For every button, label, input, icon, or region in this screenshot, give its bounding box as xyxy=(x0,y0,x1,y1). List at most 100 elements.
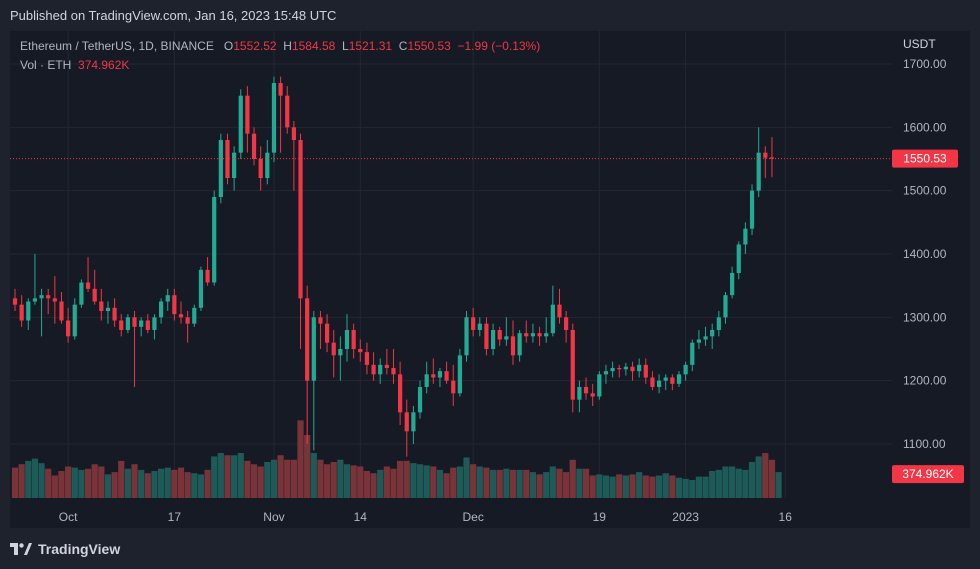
candle-body xyxy=(85,282,91,289)
chart-pane[interactable] xyxy=(10,31,970,528)
volume-bar xyxy=(735,468,742,498)
candle-body xyxy=(152,317,157,330)
candle-body xyxy=(198,269,204,308)
candle-body xyxy=(583,387,589,394)
volume-bar xyxy=(450,467,457,498)
candle-body xyxy=(497,330,502,340)
volume-bar xyxy=(456,466,463,498)
volume-bar xyxy=(470,464,477,498)
candle-body xyxy=(371,364,376,375)
volume-badge-label: 374.962K xyxy=(902,467,953,481)
volume-bar xyxy=(357,466,364,498)
volume-legend: Vol · ETH 374.962K xyxy=(20,58,129,72)
volume-bar xyxy=(18,464,25,498)
volume-bar xyxy=(164,467,171,498)
volume-bar xyxy=(38,463,45,498)
volume-bar xyxy=(84,468,92,498)
candle-body xyxy=(683,364,688,375)
x-tick-label: 19 xyxy=(593,510,607,524)
volume-bar xyxy=(177,467,185,498)
candle-body xyxy=(238,95,243,153)
candle-body xyxy=(471,317,476,330)
candle-body xyxy=(617,368,622,370)
candle-body xyxy=(52,298,57,302)
volume-bar xyxy=(529,472,537,498)
candle-body xyxy=(710,330,715,337)
candle-body xyxy=(232,152,237,178)
candle-body xyxy=(451,380,456,394)
candle-body xyxy=(324,323,330,343)
candle-body xyxy=(32,298,38,302)
candle-body xyxy=(564,317,569,330)
candle-body xyxy=(72,304,77,337)
volume-bar xyxy=(536,474,543,498)
candle-body xyxy=(338,349,343,356)
candle-body xyxy=(251,133,257,159)
volume-bar xyxy=(695,476,703,498)
candle-body xyxy=(603,371,609,375)
candle-body xyxy=(763,152,768,158)
volume-bar xyxy=(244,460,251,498)
change-value: −1.99 (−0.13%) xyxy=(457,39,541,53)
volume-bar xyxy=(569,459,576,498)
candle-body xyxy=(510,336,516,356)
candle-body xyxy=(46,295,51,299)
volume-bar xyxy=(755,456,762,498)
grid-lines xyxy=(10,31,892,498)
volume-bar xyxy=(204,469,211,498)
volume-bar xyxy=(443,473,450,498)
symbol-legend: Ethereum / TetherUS, 1D, BINANCE O1552.5… xyxy=(20,39,540,53)
candle-body xyxy=(351,330,356,349)
y-tick-label: 1500.00 xyxy=(903,184,947,198)
low-value: 1521.31 xyxy=(348,39,393,53)
volume-bar xyxy=(197,474,205,498)
candle-body xyxy=(749,190,755,229)
candle-body xyxy=(716,317,721,330)
candle-body xyxy=(205,269,210,283)
volume-bar xyxy=(748,462,756,498)
candle-body xyxy=(756,152,761,191)
candle-body xyxy=(245,95,250,134)
candle-body xyxy=(391,368,396,375)
candle-body xyxy=(285,95,290,128)
candle-body xyxy=(484,323,489,349)
candle-body xyxy=(637,364,642,372)
volume-bar xyxy=(383,466,390,498)
volume-bar xyxy=(489,469,497,498)
candle-body xyxy=(530,333,536,337)
volume-bar xyxy=(622,475,629,498)
volume-bar xyxy=(257,466,264,498)
candle-body xyxy=(550,304,555,334)
candle-body xyxy=(66,320,71,337)
candle-body xyxy=(39,295,44,299)
candle-body xyxy=(557,304,562,318)
candle-body xyxy=(271,83,277,153)
volume-bar xyxy=(350,465,357,498)
candle-body xyxy=(590,393,595,397)
candle-body xyxy=(457,355,462,394)
volume-bar xyxy=(589,475,596,498)
candle-body xyxy=(670,377,675,384)
volume-bar xyxy=(582,468,590,498)
candle-body xyxy=(404,412,409,432)
y-tick-label: 1600.00 xyxy=(903,120,947,134)
volume-bar xyxy=(157,468,165,498)
volume-bar xyxy=(702,476,709,498)
open-value: 1552.52 xyxy=(233,39,277,53)
brand-footer[interactable]: TradingView xyxy=(10,541,120,557)
candle-body xyxy=(158,301,164,318)
close-value: 1550.53 xyxy=(407,39,451,53)
candle-body xyxy=(663,377,668,381)
volume-bar xyxy=(11,467,19,498)
volume-bar xyxy=(649,476,656,498)
volume-bar xyxy=(377,469,384,498)
candle-body xyxy=(517,333,522,356)
y-tick-label: 1300.00 xyxy=(903,310,947,324)
volume-bar xyxy=(523,469,530,498)
candle-body xyxy=(378,364,383,375)
tradingview-logo-icon xyxy=(10,543,32,555)
volume-bar xyxy=(576,468,583,498)
volume-bar xyxy=(655,475,663,498)
volume-bar xyxy=(111,472,118,498)
